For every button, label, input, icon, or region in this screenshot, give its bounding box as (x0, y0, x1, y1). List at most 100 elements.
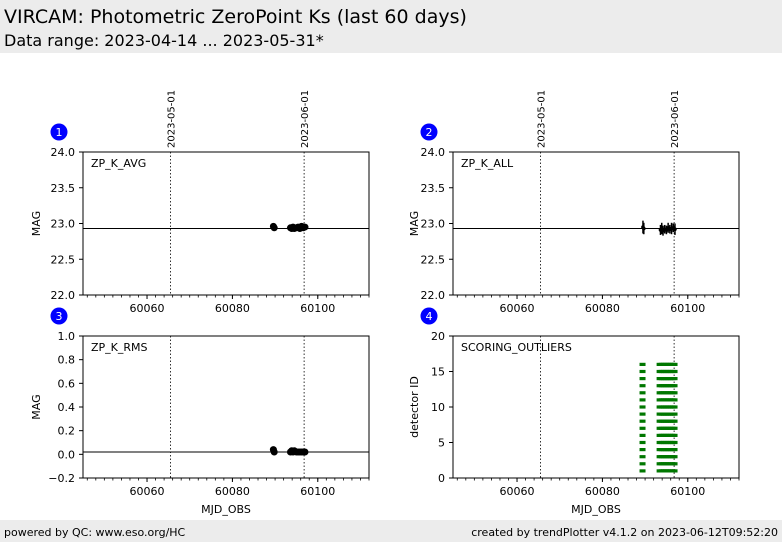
outlier-marker (639, 462, 646, 466)
outlier-marker (639, 369, 646, 374)
x-tick-label: 60080 (215, 302, 250, 315)
plot-frame (452, 335, 740, 479)
outlier-marker (639, 440, 646, 445)
date-marker-label: 2023-06-01 (670, 90, 681, 148)
outlier-marker (639, 398, 646, 402)
y-tick-label: 22.5 (51, 253, 76, 266)
y-tick-label: 24.0 (421, 146, 446, 159)
outlier-marker (671, 440, 678, 445)
outlier-marker (671, 405, 678, 409)
outlier-marker (639, 433, 646, 437)
outlier-marker (639, 455, 646, 459)
x-tick-label: 60100 (670, 485, 705, 498)
chart-panel-4: 0 5 10 15 20 60060 60080 60100 detector ID MJD_OB… (408, 307, 740, 516)
y-tick-label: 10 (431, 401, 445, 414)
x-tick-label: 60060 (130, 302, 165, 315)
y-tick-label: −0.2 (48, 472, 75, 485)
outlier-marker (671, 433, 678, 437)
outlier-marker (671, 369, 678, 374)
panel-number-label: 2 (426, 126, 433, 139)
chart-panel-3: −0.2 0.0 0.2 0.4 0.6 0.8 1.0 60060 60080 60100 MAG… (30, 307, 370, 516)
data-point (301, 448, 309, 456)
outlier-marker (671, 384, 678, 388)
outlier-marker (671, 469, 678, 473)
outlier-marker (639, 419, 646, 423)
y-axis-label: MAG (30, 394, 43, 419)
footer-created-by: created by trendPlotter v4.1.2 on 2023-0… (471, 526, 778, 539)
y-tick-label: 0 (438, 472, 445, 485)
y-tick-label: 0.6 (58, 377, 76, 390)
panel-label: ZP_K_RMS (91, 341, 148, 354)
footer-bar: powered by QC: www.eso.org/HC created by… (0, 520, 782, 542)
plot-frame (452, 151, 740, 296)
plot-frame (82, 151, 370, 296)
x-tick-label: 60060 (130, 485, 165, 498)
outlier-marker (671, 377, 678, 381)
plot-frame (82, 335, 370, 479)
x-tick-label: 60080 (585, 485, 620, 498)
panel-number-label: 3 (56, 310, 63, 323)
outlier-marker (639, 384, 646, 388)
y-axis-label: detector ID (408, 376, 421, 438)
outlier-marker (639, 412, 646, 416)
y-tick-label: 0.2 (58, 425, 76, 438)
x-tick-label: 60100 (300, 485, 335, 498)
y-tick-label: 23.5 (421, 182, 446, 195)
date-marker-label: 2023-05-01 (167, 90, 178, 148)
y-tick-label: 15 (431, 366, 445, 379)
y-tick-label: 1.0 (58, 330, 76, 343)
page-title: VIRCAM: Photometric ZeroPoint Ks (last 6… (4, 6, 467, 28)
outlier-marker (639, 405, 646, 409)
y-tick-label: 23.0 (421, 218, 446, 231)
outlier-marker (671, 462, 678, 466)
x-tick-label: 60080 (585, 302, 620, 315)
date-marker-label: 2023-05-01 (537, 90, 548, 148)
outlier-marker (671, 426, 678, 430)
y-tick-label: 20 (431, 330, 445, 343)
y-axis-label: MAG (30, 211, 43, 236)
date-marker-label: 2023-06-01 (300, 90, 311, 148)
outlier-marker (639, 426, 646, 430)
y-tick-label: 23.0 (51, 218, 76, 231)
chart-panel-2: 2023-05-01 2023-06-01 22.0 22.5 23.0 23.5 24.0… (408, 90, 740, 315)
x-tick-label: 60100 (670, 302, 705, 315)
outlier-marker (671, 362, 678, 366)
outlier-marker (639, 391, 646, 395)
data-point (301, 223, 309, 231)
header-bar: VIRCAM: Photometric ZeroPoint Ks (last 6… (0, 0, 782, 53)
panel-label: ZP_K_AVG (91, 157, 146, 170)
outlier-marker (639, 448, 646, 452)
y-tick-label: 23.5 (51, 182, 76, 195)
outlier-marker (671, 455, 678, 459)
panel-number-badge (420, 123, 438, 141)
panel-number-label: 4 (426, 310, 433, 323)
panel-number-badge (50, 123, 68, 141)
y-axis-label: MAG (408, 211, 421, 236)
outlier-marker (671, 448, 678, 452)
data-point (642, 226, 646, 231)
panel-number-label: 1 (56, 126, 63, 139)
y-tick-label: 22.0 (51, 289, 76, 302)
panel-number-badge (420, 307, 438, 325)
panel-label: ZP_K_ALL (461, 157, 514, 170)
page-subtitle: Data range: 2023-04-14 ... 2023-05-31* (4, 31, 324, 50)
x-tick-label: 60080 (215, 485, 250, 498)
y-tick-label: 0.4 (58, 401, 76, 414)
panel-label: SCORING_OUTLIERS (461, 341, 572, 354)
chart-panel-1: 2023-05-01 2023-06-01 22.0 22.5 23.0 23.5 24.0… (30, 90, 370, 315)
outlier-marker (671, 398, 678, 402)
y-tick-label: 22.5 (421, 253, 446, 266)
y-tick-label: 0.8 (58, 354, 76, 367)
footer-powered-by[interactable]: powered by QC: www.eso.org/HC (4, 526, 186, 539)
x-axis-label: MJD_OBS (201, 503, 251, 516)
outlier-marker (639, 469, 646, 473)
y-tick-label: 0.0 (58, 448, 76, 461)
outlier-marker (671, 419, 678, 423)
x-tick-label: 60060 (500, 302, 535, 315)
data-point (673, 227, 677, 232)
data-point (270, 448, 278, 456)
y-tick-label: 22.0 (421, 289, 446, 302)
y-tick-label: 5 (438, 437, 445, 450)
x-tick-label: 60100 (300, 302, 335, 315)
